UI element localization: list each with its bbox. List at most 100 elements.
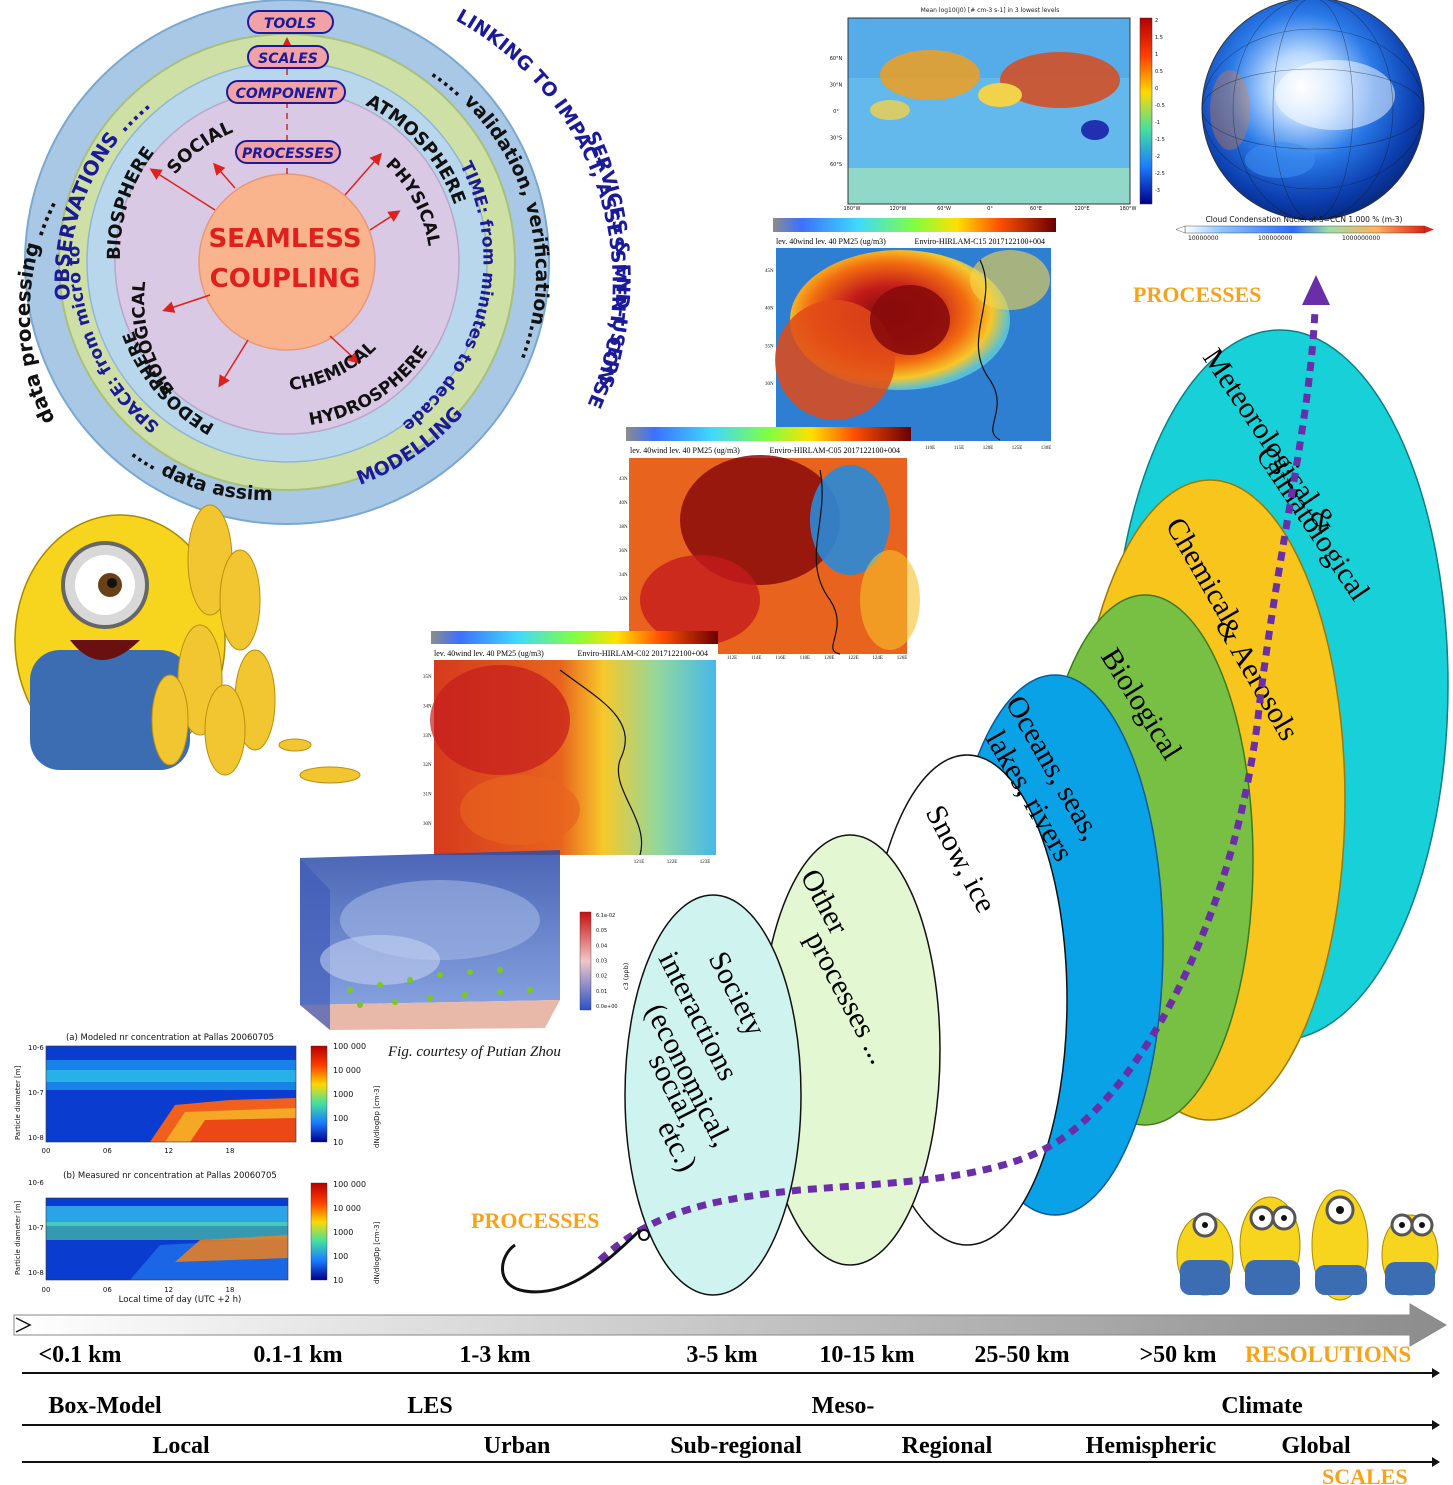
global-lon-3: 0° [987, 206, 993, 212]
box-tools-label: TOOLS [264, 16, 316, 32]
global-lat-3: 30°S [830, 136, 842, 142]
c05-lon-6: 124E [872, 656, 883, 661]
pallas-b-x-2: 12 [164, 1286, 173, 1294]
c15-lon-ticks: 110E 115E 120E 125E 130E [925, 446, 1051, 451]
pallas-a-y-1: 10-7 [28, 1089, 44, 1097]
pallas-plot-a: (a) Modeled nr concentration at Pallas 2… [14, 1033, 381, 1155]
global-lat-4: 60°S [830, 162, 842, 168]
c05-lon-4: 120E [824, 656, 835, 661]
pallas-b-cbar-ticks: 100 000 10 000 1000 100 10 [333, 1180, 366, 1285]
resolutions-label: RESOLUTIONS [1245, 1342, 1411, 1367]
c05-lat-ticks: 43N 40N 38N 36N 34N 32N [619, 477, 628, 602]
pallas-b-cbar-2: 1000 [333, 1228, 353, 1237]
pallas-b-y-ticks: 10-6 10-7 10-8 [28, 1179, 44, 1277]
c02-header-right: Enviro-HIRLAM-C02 2017122100+004 [577, 649, 708, 658]
les-scale-0: 6.1e-02 [596, 913, 615, 919]
c02-lat-1: 34N [423, 704, 432, 709]
pallas-a-cbar-4: 10 [333, 1138, 343, 1147]
pallas-a-ylabel: Particle diameter [m] [14, 1065, 22, 1140]
pallas-a-cbar-2: 1000 [333, 1090, 353, 1099]
scale-labels: Local Urban Sub-regional Regional Hemispheri… [152, 1433, 1351, 1459]
global-scale-3: 0.5 [1155, 69, 1163, 75]
les-scale-ticks: 6.1e-02 0.05 0.04 0.03 0.02 0.01 0.0e+00 [596, 913, 618, 1010]
global-lat-1: 30°N [830, 83, 843, 89]
model-labels: Box-Model LES Meso- Climate [48, 1393, 1303, 1419]
processes-label-top: PROCESSES [1133, 282, 1261, 307]
minion-with-bananas-illustration [14, 504, 361, 784]
c02-lon-0: 121E [634, 860, 645, 865]
c15-lat-0: 45N [765, 269, 774, 274]
c05-header-left: lev. 40wind lev. 40 PM25 (ug/m3) [630, 446, 740, 455]
c15-lon-0: 110E [925, 446, 935, 451]
c15-lat-3: 30N [765, 382, 774, 387]
pallas-b-x-3: 18 [226, 1286, 235, 1294]
resolution-2: 1-3 km [459, 1342, 530, 1368]
global-lon-0: 180°W [844, 206, 861, 212]
pallas-a-cbar-3: 100 [333, 1114, 348, 1123]
global-scale-ticks: 2 1.5 1 0.5 0 -0.5 -1 -1.5 -2 -2.5 -3 [1155, 18, 1165, 194]
pallas-b-y-0: 10-6 [28, 1179, 44, 1187]
c02-lon-2: 123E [700, 860, 711, 865]
pallas-b-y-2: 10-8 [28, 1269, 44, 1277]
global-scale-7: -1.5 [1155, 137, 1165, 143]
global-scale-2: 1 [1155, 52, 1158, 58]
c05-lat-0: 43N [619, 477, 628, 482]
global-map-title: Mean log10(J0) [# cm-3 s-1] in 3 lowest … [921, 7, 1060, 14]
map-c05: lev. 40wind lev. 40 PM25 (ug/m3) Enviro-… [619, 427, 920, 661]
resolution-1: 0.1-1 km [253, 1342, 342, 1368]
pallas-b-x-ticks: 00 06 12 18 [42, 1286, 235, 1294]
global-scale-6: -1 [1155, 120, 1160, 126]
global-lon-2: 60°W [937, 206, 951, 212]
c02-lat-5: 30N [423, 822, 432, 827]
c05-lon-5: 122E [848, 656, 859, 661]
les-unit: c3 (ppb) [622, 963, 630, 990]
pallas-b-cbar-1: 10 000 [333, 1204, 361, 1213]
processes-label-bottom: PROCESSES [471, 1208, 599, 1233]
les-scale-3: 0.03 [596, 959, 607, 965]
globe-scale-2: 100000000 [1258, 235, 1293, 242]
c05-header-right: Enviro-HIRLAM-C05 2017122100+004 [769, 446, 900, 455]
global-scale-5: -0.5 [1155, 103, 1165, 109]
c15-lon-4: 130E [1041, 446, 1052, 451]
c05-lon-0: 112E [727, 656, 737, 661]
coupling-wheel: SEAMLESS COUPLING BIOSPHERE SOCIAL ATMOS… [0, 0, 634, 525]
pallas-xlabel: Local time of day (UTC +2 h) [119, 1295, 242, 1305]
scale-1: Urban [484, 1433, 551, 1459]
map-c15: lev. 40wind lev. 40 PM25 (ug/m3) Enviro-… [765, 218, 1056, 451]
scale-3: Regional [902, 1433, 993, 1459]
c02-lon-ticks: 121E 122E 123E [634, 860, 711, 865]
pallas-a-y-0: 10-6 [28, 1044, 44, 1052]
global-scale-10: -3 [1155, 188, 1160, 194]
les-cube-figure: 6.1e-02 0.05 0.04 0.03 0.02 0.01 0.0e+00 c3 (p… [300, 850, 630, 1060]
c05-lon-2: 116E [775, 656, 785, 661]
resolution-3: 3-5 km [686, 1342, 757, 1368]
c15-lat-1: 40N [765, 307, 774, 312]
global-lat-0: 60°N [830, 56, 843, 62]
pallas-a-cbar-ticks: 100 000 10 000 1000 100 10 [333, 1042, 366, 1147]
scale-2: Sub-regional [670, 1433, 802, 1459]
scale-0: Local [152, 1433, 210, 1459]
global-nucleation-map: Mean log10(J0) [# cm-3 s-1] in 3 lowest … [830, 7, 1165, 212]
les-scale-1: 0.05 [596, 928, 607, 934]
box-processes-label: PROCESSES [242, 146, 334, 162]
c15-lon-3: 125E [1012, 446, 1023, 451]
c15-lat-2: 35N [765, 344, 774, 349]
pallas-b-cbar-3: 100 [333, 1252, 348, 1261]
c02-lat-0: 35N [423, 675, 432, 680]
resolution-0: <0.1 km [38, 1342, 121, 1368]
resolution-axis [13, 1303, 1447, 1347]
pallas-b-ylabel: Particle diameter [m] [14, 1200, 22, 1275]
pallas-a-x-2: 12 [164, 1147, 173, 1155]
pallas-a-cbar-0: 100 000 [333, 1042, 366, 1051]
scales-label: SCALES [1322, 1464, 1408, 1485]
global-scale-1: 1.5 [1155, 35, 1163, 41]
global-lon-1: 120°W [890, 206, 907, 212]
box-component-label: COMPONENT [236, 86, 338, 102]
process-ellipses: Meteorological & Climatological Chemical… [624, 329, 1449, 1296]
pallas-a-y-2: 10-8 [28, 1134, 44, 1142]
global-lat-ticks: 60°N 30°N 0° 30°S 60°S [830, 56, 843, 168]
processes-curve: PROCESSES PROCESSES [471, 275, 1330, 1294]
scale-5: Global [1281, 1433, 1351, 1459]
box-tools: TOOLS [247, 10, 334, 34]
box-processes: PROCESSES [235, 140, 341, 164]
